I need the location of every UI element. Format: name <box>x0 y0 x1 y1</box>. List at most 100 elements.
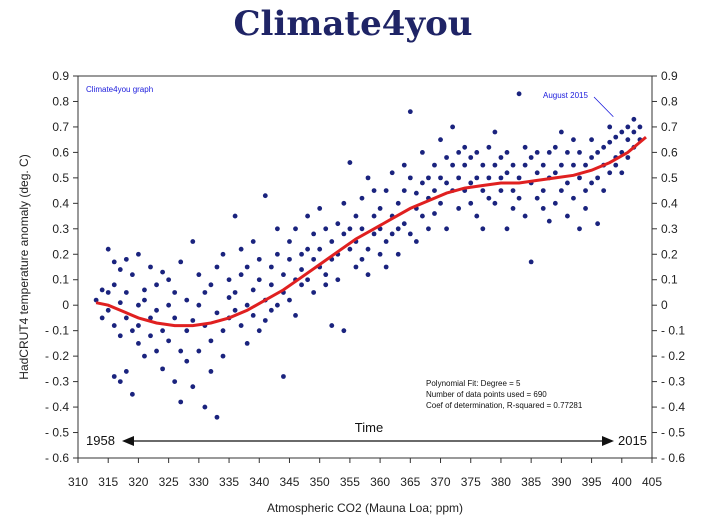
data-point <box>607 170 613 176</box>
data-point <box>317 206 323 211</box>
y-tick-label-right: 0.2 <box>661 247 678 261</box>
data-point <box>166 277 172 283</box>
y-tick-label-left: 0.3 <box>52 222 69 236</box>
data-point <box>432 211 437 216</box>
x-tick-label: 345 <box>279 475 299 489</box>
data-point <box>329 239 335 244</box>
data-point <box>468 180 474 186</box>
data-point <box>353 213 359 219</box>
data-point <box>637 124 643 130</box>
data-point <box>456 206 462 211</box>
data-point <box>208 282 214 288</box>
data-point <box>208 369 214 374</box>
data-point <box>510 206 516 211</box>
data-point <box>371 213 377 219</box>
data-point <box>335 277 341 283</box>
data-point <box>93 297 99 303</box>
data-point <box>438 175 443 181</box>
data-point <box>432 162 437 168</box>
y-tick-label-right: 0.5 <box>661 171 678 185</box>
data-point <box>281 272 286 278</box>
data-point <box>462 144 468 150</box>
data-point <box>401 162 407 168</box>
data-point <box>232 290 238 295</box>
x-tick-label: 330 <box>189 475 209 489</box>
data-point <box>232 307 238 313</box>
data-point <box>426 226 431 232</box>
data-point <box>262 318 268 323</box>
data-point <box>250 312 256 318</box>
data-point <box>214 310 220 316</box>
data-point <box>365 175 371 181</box>
data-point <box>111 323 117 328</box>
data-point <box>540 188 546 194</box>
fit-text-line: Coef of determination, R-squared = 0.772… <box>426 401 583 410</box>
data-point <box>105 290 111 295</box>
data-point <box>625 155 631 160</box>
data-point <box>498 155 504 160</box>
y-tick-label-right: 0.9 <box>661 69 678 83</box>
data-point <box>305 277 310 283</box>
data-point <box>558 188 564 194</box>
data-point <box>287 239 292 244</box>
data-point <box>323 272 329 278</box>
data-point <box>577 150 582 155</box>
data-point <box>631 129 637 135</box>
data-point <box>208 338 214 344</box>
data-point <box>552 200 558 206</box>
data-point <box>220 328 226 334</box>
data-point <box>468 200 474 206</box>
data-point <box>202 404 208 410</box>
data-point <box>377 206 383 211</box>
data-point <box>178 399 184 405</box>
y-tick-label-left: 0.4 <box>52 196 69 210</box>
fit-text-line: Number of data points used = 690 <box>426 390 547 399</box>
data-point <box>226 277 232 283</box>
data-point <box>480 226 486 232</box>
data-point <box>631 116 637 122</box>
data-point <box>371 231 377 237</box>
y-tick-label-right: - 0.5 <box>661 426 685 440</box>
y-tick-label-left: 0.2 <box>52 247 69 261</box>
data-point <box>274 226 280 232</box>
data-point <box>238 323 244 328</box>
x-tick-label: 340 <box>249 475 269 489</box>
x-tick-label: 360 <box>370 475 390 489</box>
data-point <box>250 239 256 244</box>
data-point <box>311 290 317 295</box>
data-point <box>154 348 159 354</box>
data-point <box>456 150 462 155</box>
data-point <box>256 328 262 334</box>
data-point <box>136 302 141 308</box>
data-point <box>123 369 129 374</box>
data-point <box>413 190 419 196</box>
data-point <box>510 162 516 168</box>
data-point <box>577 226 582 232</box>
time-start-label: 1958 <box>86 433 115 448</box>
data-point <box>123 315 129 321</box>
x-tick-label: 395 <box>582 475 602 489</box>
data-point <box>341 231 347 237</box>
x-tick-label: 325 <box>159 475 179 489</box>
data-point <box>528 259 534 265</box>
data-point <box>540 206 546 211</box>
y-tick-label-right: 0 <box>661 298 668 312</box>
data-point <box>595 175 601 181</box>
data-point <box>111 259 117 265</box>
data-point <box>558 129 564 135</box>
data-point <box>498 175 504 181</box>
y-tick-label-right: 0.6 <box>661 145 678 159</box>
data-point <box>438 137 443 143</box>
data-point <box>244 302 250 308</box>
data-point <box>305 246 310 252</box>
data-point <box>117 300 123 306</box>
data-point <box>571 195 576 201</box>
data-point <box>166 302 172 308</box>
data-point <box>407 109 413 115</box>
x-tick-label: 350 <box>310 475 330 489</box>
data-point <box>395 200 401 206</box>
data-point <box>625 124 631 130</box>
y-tick-label-left: 0.9 <box>52 69 69 83</box>
data-point <box>154 282 159 288</box>
